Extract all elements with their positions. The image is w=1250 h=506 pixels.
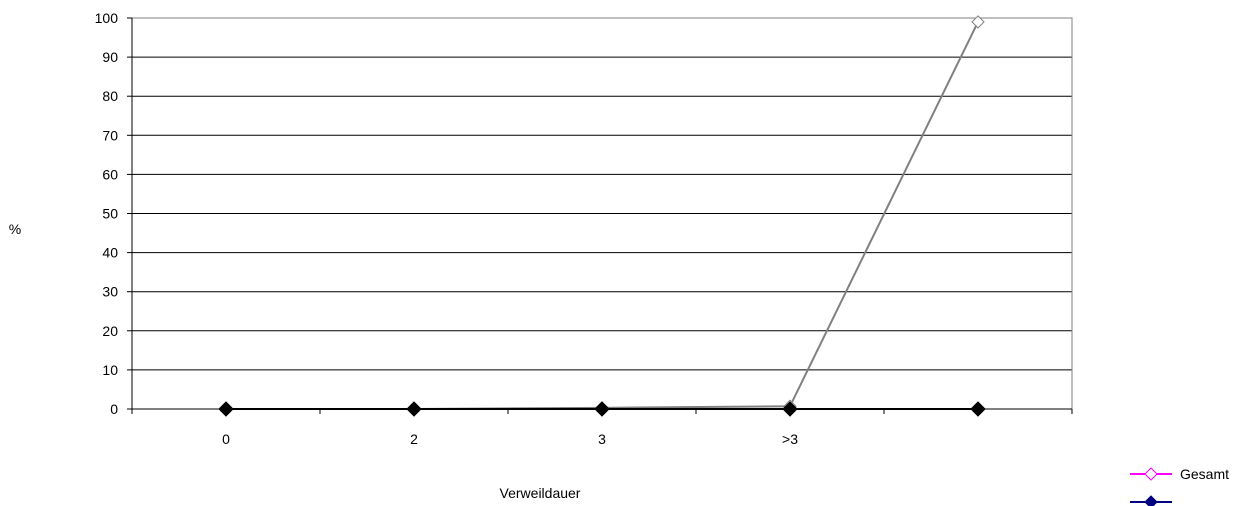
legend-item: Gesamt <box>1130 466 1229 482</box>
legend-label: Gesamt <box>1180 466 1229 482</box>
y-axis-title: % <box>9 221 21 237</box>
y-tick-label: 0 <box>110 401 118 417</box>
series-1 <box>219 15 985 416</box>
y-tick-label: 50 <box>102 206 118 222</box>
y-tick-label: 20 <box>102 323 118 339</box>
x-tick-labels: 0 2 3 >3 <box>222 431 798 447</box>
data-point <box>970 401 986 417</box>
x-axis-title: Verweildauer <box>500 485 581 501</box>
series-line <box>226 21 979 410</box>
y-tick-label: 90 <box>102 49 118 65</box>
y-tick-label: 30 <box>102 284 118 300</box>
y-tick-label: 70 <box>102 127 118 143</box>
data-point <box>782 401 798 417</box>
y-tick-label: 40 <box>102 245 118 261</box>
y-tick-label: 60 <box>102 166 118 182</box>
x-tick-label: 0 <box>222 431 230 447</box>
x-tick-label: 2 <box>410 431 418 447</box>
data-point <box>594 401 610 417</box>
legend: Gesamt <box>1130 466 1229 506</box>
data-point <box>218 401 234 417</box>
axes <box>127 17 1073 414</box>
legend-marker <box>1144 467 1158 481</box>
legend-marker <box>1144 495 1158 506</box>
series <box>218 15 986 417</box>
data-point <box>406 401 422 417</box>
y-tick-label: 80 <box>102 88 118 104</box>
y-tick-label: 100 <box>95 10 119 26</box>
x-tick-label: 3 <box>598 431 606 447</box>
x-tick-label: >3 <box>782 431 798 447</box>
grid-lines <box>132 17 1072 371</box>
series-2 <box>218 401 986 417</box>
y-tick-label: 10 <box>102 362 118 378</box>
legend-item <box>1130 495 1172 506</box>
data-point <box>971 15 985 29</box>
y-tick-labels: 0 10 20 30 40 50 60 70 80 90 100 <box>95 10 119 417</box>
